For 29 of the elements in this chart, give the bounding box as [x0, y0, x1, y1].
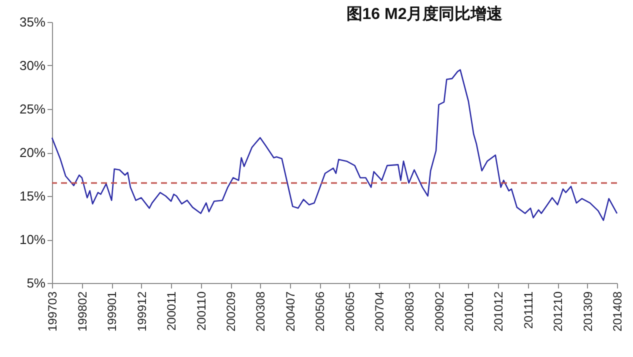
x-tick-label: 200407 — [283, 291, 298, 332]
y-tick-label: 10% — [19, 232, 46, 247]
chart-title: 图16 M2月度同比增速 — [346, 4, 504, 23]
y-tick-label: 5% — [26, 276, 46, 290]
x-tick-label: 201210 — [551, 291, 566, 332]
y-tick-label: 35% — [19, 14, 46, 30]
x-tick-label: 201408 — [610, 291, 624, 332]
x-tick-label: 200110 — [194, 291, 208, 331]
x-tick-label: 199912 — [134, 291, 149, 332]
x-tick-label: 201001 — [462, 291, 476, 332]
x-tick-label: 199901 — [105, 291, 120, 332]
x-tick-label: 201012 — [492, 291, 506, 332]
y-tick-label: 30% — [19, 58, 46, 73]
x-tick-label: 199802 — [75, 291, 90, 332]
x-tick-label: 201309 — [580, 291, 595, 332]
y-tick-label: 25% — [19, 102, 46, 116]
x-tick-label: 200506 — [313, 291, 328, 332]
y-tick-label: 20% — [19, 145, 46, 160]
line-series — [51, 69, 618, 222]
x-tick-label: 200902 — [432, 291, 446, 332]
x-tick-label: 199703 — [46, 291, 60, 332]
x-tick-label: 200209 — [224, 291, 238, 332]
x-tick-label: 200803 — [402, 291, 416, 332]
x-tick-label: 200704 — [372, 291, 387, 332]
x-tick-label: 201111 — [521, 291, 536, 329]
y-tick-label: 15% — [19, 188, 46, 204]
x-tick-label: 200605 — [342, 291, 357, 332]
x-tick-label: 200308 — [254, 291, 268, 332]
x-tick-label: 200011 — [164, 291, 179, 331]
